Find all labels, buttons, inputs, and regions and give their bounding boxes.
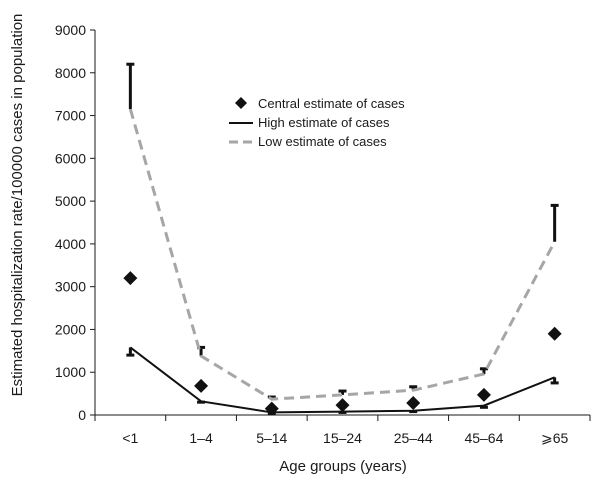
y-tick-label: 4000 bbox=[55, 236, 86, 252]
y-axis-title: Estimated hospitalization rate/100000 ca… bbox=[9, 14, 26, 397]
x-tick-label: 1–4 bbox=[189, 430, 213, 446]
y-tick-label: 6000 bbox=[55, 150, 86, 166]
central-estimate-point bbox=[406, 396, 421, 411]
central-estimate-point bbox=[476, 387, 491, 402]
central-estimate-point bbox=[547, 326, 562, 341]
x-axis-title: Age groups (years) bbox=[279, 458, 407, 475]
y-tick-label: 5000 bbox=[55, 193, 86, 209]
y-tick-label: 7000 bbox=[55, 108, 86, 124]
x-tick-label: <1 bbox=[122, 430, 138, 446]
central-estimate-point bbox=[264, 401, 279, 416]
x-tick-label: 5–14 bbox=[256, 430, 287, 446]
x-tick-label: 15–24 bbox=[323, 430, 362, 446]
legend: Central estimate of cases High estimate … bbox=[223, 86, 447, 156]
x-tick-label: 25–44 bbox=[394, 430, 433, 446]
y-ticks: 0 1000 2000 3000 4000 5000 6000 7000 8000 9000 bbox=[55, 22, 95, 423]
axes bbox=[94, 30, 590, 416]
series-layer bbox=[123, 62, 562, 416]
legend-box bbox=[223, 86, 447, 156]
y-tick-label: 8000 bbox=[55, 65, 86, 81]
y-tick-label: 2000 bbox=[55, 321, 86, 337]
legend-label-high: High estimate of cases bbox=[258, 115, 390, 130]
x-ticks: <1 1–4 5–14 15–24 25–44 45–64 ⩾65 bbox=[94, 415, 591, 446]
central-estimate-point bbox=[335, 398, 350, 413]
y-tick-label: 0 bbox=[78, 407, 86, 423]
central-estimate-point bbox=[194, 378, 209, 393]
central-estimate-point bbox=[123, 271, 138, 286]
x-tick-label: 45–64 bbox=[464, 430, 503, 446]
y-tick-label: 1000 bbox=[55, 364, 86, 380]
legend-label-central: Central estimate of cases bbox=[258, 96, 405, 111]
x-tick-label: ⩾65 bbox=[541, 430, 569, 446]
y-tick-label: 9000 bbox=[55, 22, 86, 38]
y-tick-label: 3000 bbox=[55, 279, 86, 295]
legend-diamond-marker bbox=[235, 97, 247, 109]
low-estimate-line bbox=[128, 108, 556, 401]
legend-label-low: Low estimate of cases bbox=[258, 134, 387, 149]
